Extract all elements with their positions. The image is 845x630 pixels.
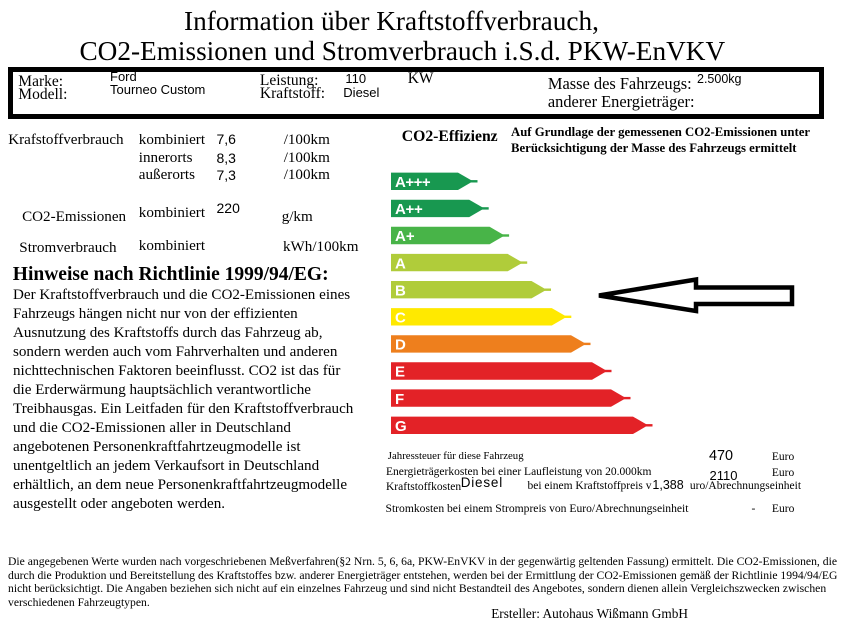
svg-text:B: B — [395, 282, 406, 299]
svg-text:A++: A++ — [395, 201, 423, 218]
svg-text:D: D — [395, 337, 406, 354]
svg-text:A+: A+ — [395, 228, 415, 245]
svg-text:C: C — [395, 310, 406, 327]
svg-text:A+++: A+++ — [395, 174, 431, 191]
svg-text:A: A — [395, 255, 406, 272]
svg-text:G: G — [395, 418, 407, 435]
svg-text:F: F — [395, 391, 404, 408]
svg-text:E: E — [395, 364, 405, 381]
